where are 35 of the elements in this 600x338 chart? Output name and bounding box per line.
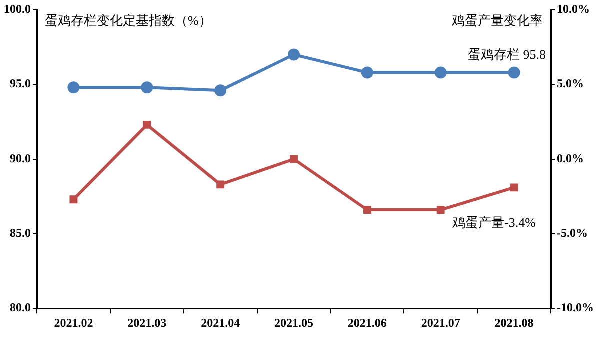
point (434, 66, 447, 79)
y-axis-title: 蛋鸡存栏变化定基指数（%） (45, 12, 212, 28)
y2-tick-label: 10.0% (557, 2, 590, 16)
y-tick-label: 80.0 (10, 300, 31, 315)
y2-axis-title: 鸡蛋产量变化率 (451, 12, 544, 28)
x-tick-label: 2021.05 (274, 316, 314, 330)
x-tick-label: 2021.06 (348, 316, 387, 330)
point (288, 48, 300, 61)
y-tick-label: 100.0 (4, 2, 31, 16)
annotation: 蛋鸡存栏 95.8 (468, 47, 546, 62)
y-tick-label: 95.0 (10, 76, 31, 91)
x-tick-label: 2021.08 (494, 316, 534, 330)
point (361, 66, 374, 79)
point (68, 82, 80, 94)
point (70, 196, 78, 204)
y2-tick-label: -5.0% (557, 226, 588, 240)
y-tick-label: 90.0 (10, 151, 31, 166)
y2-tick-label: 0.0% (557, 151, 584, 166)
y2-tick-label: 5.0% (557, 76, 584, 91)
point (436, 206, 445, 214)
point (216, 180, 225, 189)
x-tick-label: 2021.03 (128, 316, 167, 330)
point (508, 66, 520, 79)
point (510, 184, 518, 192)
y-tick-label: 85.0 (10, 226, 31, 240)
point (214, 84, 227, 97)
point (143, 120, 152, 129)
y2-tick-label: -10.0% (557, 300, 594, 315)
x-tick-label: 2021.07 (421, 316, 460, 330)
annotation: 鸡蛋产量-3.4% (452, 215, 536, 230)
point (363, 206, 372, 214)
point (290, 155, 298, 164)
point (141, 82, 154, 94)
x-tick-label: 2021.02 (54, 316, 94, 330)
x-tick-label: 2021.04 (201, 316, 240, 330)
